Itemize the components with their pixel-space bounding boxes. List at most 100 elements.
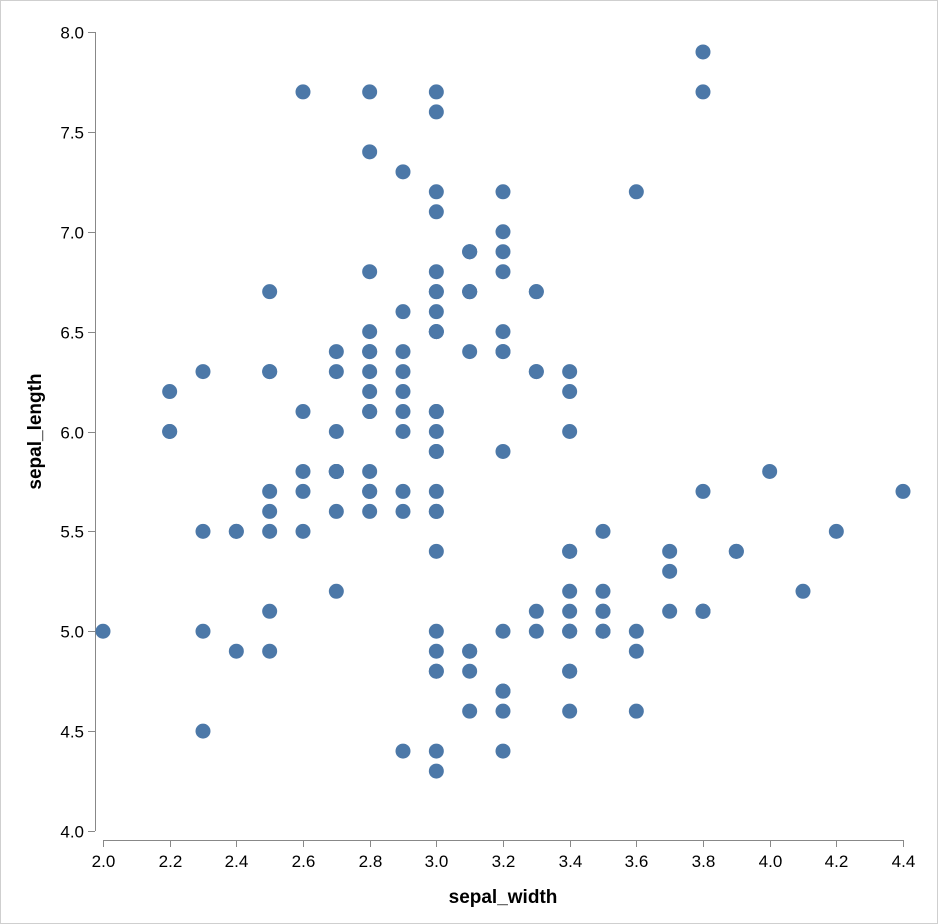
data-point	[428, 443, 444, 459]
data-point	[428, 204, 444, 220]
data-point	[362, 344, 378, 360]
data-point	[495, 443, 511, 459]
data-point	[228, 643, 244, 659]
data-point	[428, 543, 444, 559]
data-point	[695, 603, 711, 619]
x-tick-label: 3.4	[559, 852, 583, 871]
data-point	[262, 364, 278, 380]
data-point	[695, 483, 711, 499]
data-point	[295, 404, 311, 420]
data-point	[462, 344, 478, 360]
data-point	[562, 583, 578, 599]
x-tick-label: 3.0	[425, 852, 449, 871]
data-point	[262, 643, 278, 659]
data-point	[762, 463, 778, 479]
data-point	[462, 703, 478, 719]
y-tick-label: 7.0	[60, 224, 84, 243]
data-point	[328, 424, 344, 439]
data-point	[395, 483, 411, 499]
data-point	[295, 463, 311, 479]
x-tick-label: 2.4	[225, 852, 249, 871]
x-tick-label: 2.2	[159, 852, 183, 871]
data-point	[562, 543, 578, 559]
data-point	[562, 623, 578, 639]
data-point	[528, 603, 544, 619]
data-point	[495, 703, 511, 719]
data-point	[462, 284, 478, 300]
data-point	[328, 364, 344, 380]
y-tick-label: 4.0	[60, 823, 84, 842]
data-point	[328, 583, 344, 599]
data-point	[495, 344, 511, 360]
data-point	[428, 84, 444, 100]
data-point	[562, 364, 578, 380]
y-tick-label: 6.0	[60, 424, 84, 443]
data-point	[428, 763, 444, 779]
data-point	[462, 244, 478, 260]
data-point	[495, 244, 511, 260]
data-point	[628, 184, 644, 200]
data-point	[195, 523, 211, 539]
data-point	[662, 603, 678, 619]
data-point	[428, 623, 444, 639]
data-point	[395, 743, 411, 759]
data-point	[562, 703, 578, 719]
data-point	[662, 543, 678, 559]
data-point	[395, 304, 411, 320]
data-point	[362, 483, 378, 499]
x-tick-label: 3.2	[492, 852, 516, 871]
data-point	[528, 364, 544, 380]
data-point	[395, 404, 411, 420]
data-point	[795, 583, 811, 599]
data-point	[495, 683, 511, 699]
data-point	[595, 623, 611, 639]
data-point	[495, 224, 511, 240]
data-point	[528, 623, 544, 639]
data-point	[428, 184, 444, 200]
data-point	[295, 84, 311, 100]
data-point	[362, 144, 378, 160]
x-tick-label: 4.4	[892, 852, 916, 871]
x-tick-label: 2.0	[92, 852, 116, 871]
data-point	[262, 523, 278, 539]
data-point	[428, 404, 444, 420]
data-point	[328, 503, 344, 519]
data-point	[428, 284, 444, 300]
data-point	[562, 384, 578, 400]
y-axis: 4.0 4.5 5.0 5.5 6.0 6.5 7.0 7.5 8.0	[60, 24, 96, 842]
data-point	[428, 663, 444, 679]
data-point	[395, 164, 411, 180]
data-point	[595, 603, 611, 619]
data-point	[662, 563, 678, 579]
data-point	[195, 723, 211, 739]
y-tick-label: 4.5	[60, 723, 84, 742]
data-point	[562, 663, 578, 679]
data-point	[362, 324, 378, 340]
data-point	[428, 424, 444, 439]
data-point	[495, 264, 511, 280]
data-point	[362, 84, 378, 100]
data-point	[828, 523, 844, 539]
x-tick-label: 2.6	[292, 852, 316, 871]
data-point	[695, 44, 711, 60]
data-point	[628, 703, 644, 719]
y-tick-label: 5.5	[60, 523, 84, 542]
data-point	[428, 324, 444, 340]
data-point	[695, 84, 711, 100]
data-point	[495, 184, 511, 200]
data-point	[395, 364, 411, 380]
data-point	[495, 743, 511, 759]
data-point	[728, 543, 744, 559]
y-tick-label: 8.0	[60, 24, 84, 43]
data-point	[395, 344, 411, 360]
data-point	[262, 284, 278, 300]
data-point	[595, 523, 611, 539]
data-point	[195, 364, 211, 380]
data-point	[262, 483, 278, 499]
data-point	[328, 463, 344, 479]
data-point	[562, 424, 578, 439]
x-tick-label: 4.2	[825, 852, 849, 871]
data-point	[162, 384, 178, 400]
x-axis-title: sepal_width	[449, 887, 558, 908]
